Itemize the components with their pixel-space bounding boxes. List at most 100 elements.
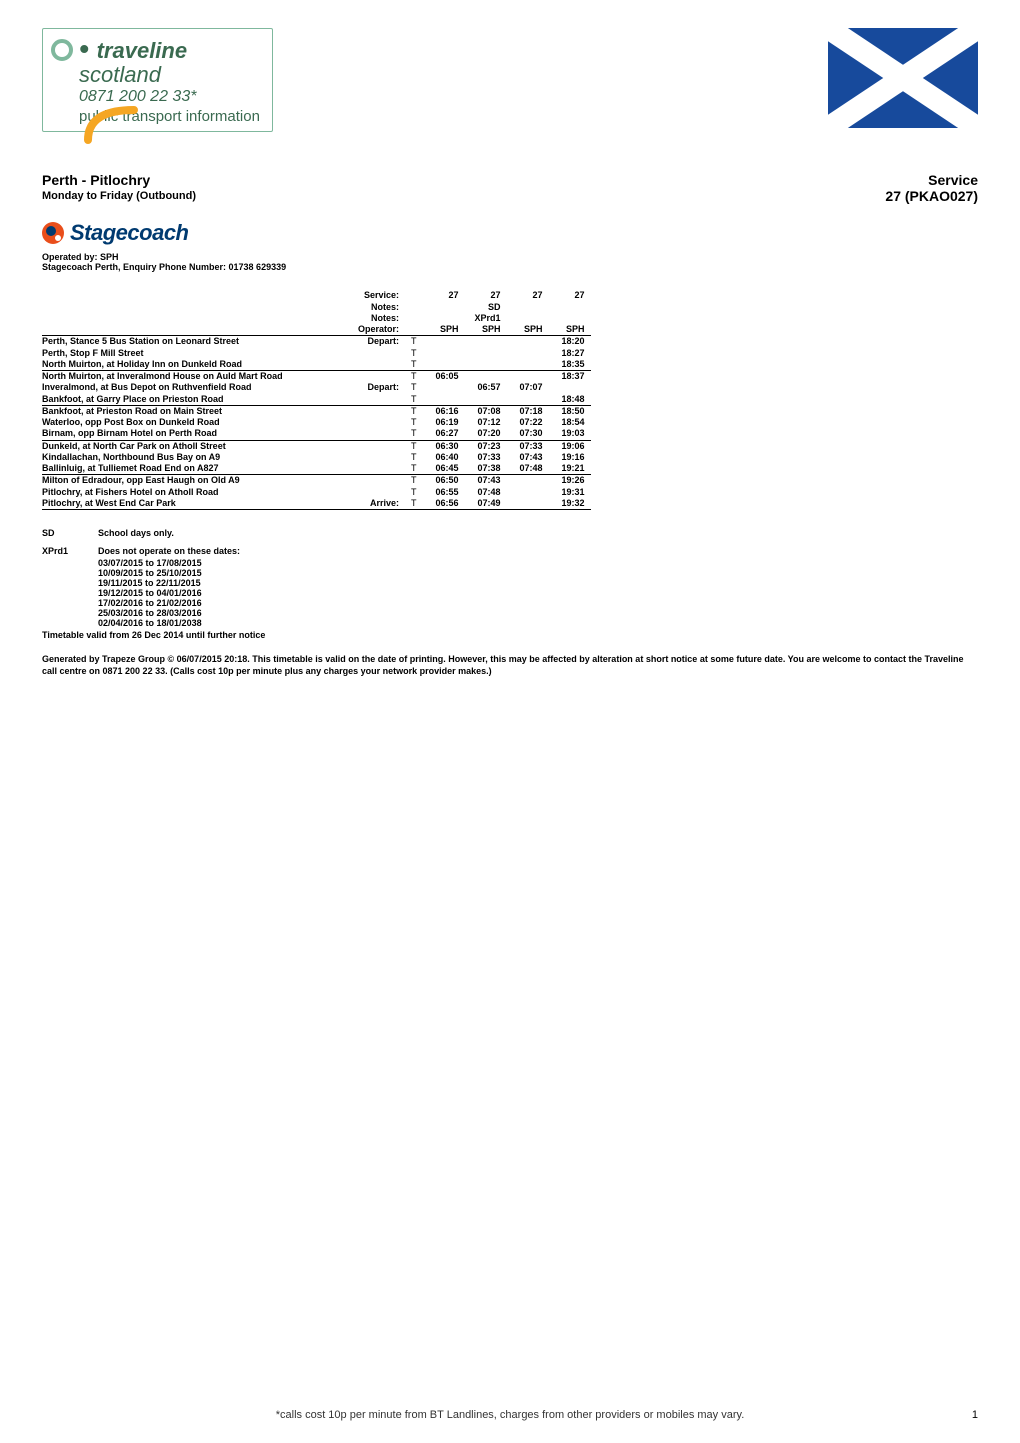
time-cell: 07:48 xyxy=(465,487,507,498)
stop-label: Dunkeld, at North Car Park on Atholl Str… xyxy=(42,440,352,452)
page-number: 1 xyxy=(972,1409,978,1421)
column-header-cell xyxy=(423,302,465,313)
time-cell xyxy=(423,382,465,393)
timing-point-marker xyxy=(405,290,423,301)
route-direction: Monday to Friday (Outbound) xyxy=(42,190,196,202)
operated-by: Operated by: SPH xyxy=(42,252,978,262)
timetable-row: Inveralmond, at Bus Depot on Ruthvenfiel… xyxy=(42,382,591,393)
stop-label: Waterloo, opp Post Box on Dunkeld Road xyxy=(42,417,352,428)
column-header-cell xyxy=(423,313,465,324)
row-annotation xyxy=(352,371,405,383)
column-header-cell: XPrd1 xyxy=(465,313,507,324)
column-header-cell: 27 xyxy=(465,290,507,301)
row-annotation xyxy=(352,440,405,452)
timetable-row: Pitlochry, at West End Car ParkArrive:T0… xyxy=(42,498,591,510)
time-cell: 07:33 xyxy=(507,440,549,452)
time-cell: 07:23 xyxy=(465,440,507,452)
time-cell xyxy=(549,382,591,393)
time-cell xyxy=(507,498,549,510)
timetable-header-row: Notes:SD xyxy=(42,302,591,313)
time-cell xyxy=(465,394,507,406)
stop-label: Bankfoot, at Garry Place on Prieston Roa… xyxy=(42,394,352,406)
time-cell xyxy=(423,359,465,371)
route-title: Perth - Pitlochry xyxy=(42,172,196,188)
time-cell: 19:31 xyxy=(549,487,591,498)
timetable-row: Perth, Stance 5 Bus Station on Leonard S… xyxy=(42,336,591,348)
service-code: 27 (PKAO027) xyxy=(885,188,978,204)
time-cell: 07:20 xyxy=(465,428,507,440)
time-cell: 07:33 xyxy=(465,452,507,463)
stop-label xyxy=(42,290,352,301)
traveline-badge: • traveline scotland 0871 200 22 33* pub… xyxy=(42,28,273,132)
legend-xprd-date: 19/12/2015 to 04/01/2016 xyxy=(98,588,978,598)
column-header-cell: SPH xyxy=(423,324,465,336)
legend-sd-code: SD xyxy=(42,528,98,538)
time-cell: 18:20 xyxy=(549,336,591,348)
legend-xprd-date: 03/07/2015 to 17/08/2015 xyxy=(98,558,978,568)
timetable-row: Kindallachan, Northbound Bus Bay on A9T0… xyxy=(42,452,591,463)
timetable: Service:27272727Notes:SDNotes:XPrd1Opera… xyxy=(42,290,591,510)
timetable-row: Bankfoot, at Prieston Road on Main Stree… xyxy=(42,405,591,417)
stop-label: Milton of Edradour, opp East Haugh on Ol… xyxy=(42,475,352,487)
time-cell xyxy=(423,348,465,359)
time-cell: 19:16 xyxy=(549,452,591,463)
row-annotation: Arrive: xyxy=(352,498,405,510)
time-cell: 18:50 xyxy=(549,405,591,417)
timetable-row: Dunkeld, at North Car Park on Atholl Str… xyxy=(42,440,591,452)
stop-label: Perth, Stance 5 Bus Station on Leonard S… xyxy=(42,336,352,348)
row-annotation xyxy=(352,359,405,371)
legend-xprd-date: 02/04/2016 to 18/01/2038 xyxy=(98,618,978,628)
time-cell: 06:27 xyxy=(423,428,465,440)
time-cell: 19:26 xyxy=(549,475,591,487)
time-cell: 18:37 xyxy=(549,371,591,383)
timing-point-marker xyxy=(405,324,423,336)
timing-point-marker: T xyxy=(405,475,423,487)
time-cell: 18:54 xyxy=(549,417,591,428)
row-annotation: Operator: xyxy=(352,324,405,336)
time-cell: 18:48 xyxy=(549,394,591,406)
time-cell xyxy=(507,394,549,406)
stop-label: Pitlochry, at Fishers Hotel on Atholl Ro… xyxy=(42,487,352,498)
legend-xprd-text: Does not operate on these dates: xyxy=(98,546,240,556)
row-annotation xyxy=(352,417,405,428)
time-cell: 07:22 xyxy=(507,417,549,428)
timing-point-marker: T xyxy=(405,487,423,498)
legend-xprd-date: 17/02/2016 to 21/02/2016 xyxy=(98,598,978,608)
timing-point-marker: T xyxy=(405,405,423,417)
column-header-cell xyxy=(549,302,591,313)
operator-logo: Stagecoach xyxy=(42,220,978,246)
timing-point-marker: T xyxy=(405,498,423,510)
timetable-row: Birnam, opp Birnam Hotel on Perth RoadT0… xyxy=(42,428,591,440)
title-block: Perth - Pitlochry Monday to Friday (Outb… xyxy=(42,172,978,204)
time-cell: 07:18 xyxy=(507,405,549,417)
time-cell: 06:56 xyxy=(423,498,465,510)
row-annotation xyxy=(352,348,405,359)
time-cell: 07:43 xyxy=(465,475,507,487)
timing-point-marker: T xyxy=(405,428,423,440)
timetable-row: Milton of Edradour, opp East Haugh on Ol… xyxy=(42,475,591,487)
time-cell: 07:43 xyxy=(507,452,549,463)
row-annotation xyxy=(352,428,405,440)
timetable-row: Waterloo, opp Post Box on Dunkeld RoadT0… xyxy=(42,417,591,428)
timetable-row: Bankfoot, at Garry Place on Prieston Roa… xyxy=(42,394,591,406)
traveline-dot-icon xyxy=(51,39,73,61)
time-cell: 18:27 xyxy=(549,348,591,359)
column-header-cell: 27 xyxy=(423,290,465,301)
stop-label: North Muirton, at Holiday Inn on Dunkeld… xyxy=(42,359,352,371)
time-cell xyxy=(507,487,549,498)
time-cell: 07:08 xyxy=(465,405,507,417)
column-header-cell xyxy=(549,313,591,324)
time-cell: 19:06 xyxy=(549,440,591,452)
time-cell: 06:30 xyxy=(423,440,465,452)
timing-point-marker: T xyxy=(405,440,423,452)
time-cell xyxy=(507,475,549,487)
row-annotation xyxy=(352,475,405,487)
stop-label: Inveralmond, at Bus Depot on Ruthvenfiel… xyxy=(42,382,352,393)
legend-xprd-code: XPrd1 xyxy=(42,546,98,556)
time-cell xyxy=(507,336,549,348)
timetable-header-row: Operator:SPHSPHSPHSPH xyxy=(42,324,591,336)
timetable-header-row: Notes:XPrd1 xyxy=(42,313,591,324)
column-header-cell xyxy=(507,313,549,324)
row-annotation xyxy=(352,452,405,463)
time-cell: 06:55 xyxy=(423,487,465,498)
